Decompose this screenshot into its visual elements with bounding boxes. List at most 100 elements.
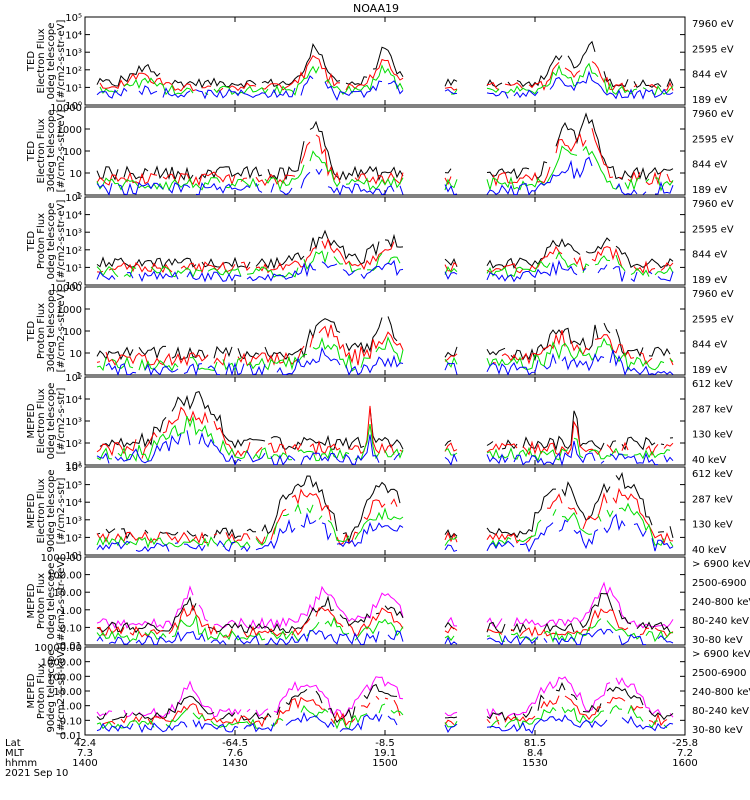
legend-entry: 7960 eV (692, 19, 734, 30)
y-tick-label: 100.00 (47, 672, 82, 683)
series-trace (96, 128, 674, 187)
y-tick-label: 1000.00 (41, 553, 82, 564)
y-tick-label: 0.01 (60, 641, 82, 652)
y-axis-label: TED (26, 51, 37, 72)
footer-mlt: 19.1 (374, 748, 396, 759)
series-trace (96, 237, 674, 275)
y-axis-label: [#/cm2-s-str-eV] (56, 110, 67, 193)
legend-entry: 40 keV (692, 545, 726, 556)
panel-frame (84, 466, 686, 556)
y-axis-label: MEPED (26, 583, 37, 618)
series-trace (96, 614, 674, 643)
y-axis-label: MEPED (26, 403, 37, 438)
y-axis-label: TED (26, 321, 37, 342)
y-tick-label: 1 (76, 191, 82, 202)
y-tick-label: 0.10 (60, 716, 82, 727)
series-trace (96, 145, 674, 192)
footer-mlt: 7.2 (677, 748, 693, 759)
y-axis-label: Proton Flux (36, 213, 47, 269)
y-tick-label: 10³ (65, 516, 82, 527)
y-axis-label: 30deg telescope (46, 289, 57, 372)
legend-entry: 189 eV (692, 95, 727, 106)
series-trace (96, 316, 671, 362)
panel-frame (84, 106, 686, 196)
legend-entry: 2500-6900 (692, 578, 747, 589)
series-trace (96, 502, 674, 549)
y-tick-label: 10 (69, 169, 82, 180)
y-axis-label: Electron Flux (36, 118, 47, 183)
y-axis-label: 0deg telescope (46, 203, 57, 280)
series-trace (96, 415, 671, 463)
y-axis-label: Electron Flux (36, 478, 47, 543)
y-axis-label: [#/cm2-s-str-eV] (56, 290, 67, 373)
legend-entry: 2500-6900 (692, 668, 747, 679)
legend-entry: 189 eV (692, 275, 727, 286)
series-trace (96, 336, 674, 372)
y-tick-label: 100.00 (47, 571, 82, 582)
panel-1: 10⁰ 10¹ 10² 10³ 10⁴ 10⁵ TED Electron Flux 0deg t… (26, 13, 734, 112)
y-axis-label: [#/cm2-s-str-eV] (56, 200, 67, 283)
y-tick-label: 10⁰ (65, 101, 82, 112)
footer-mlt: 8.4 (527, 748, 543, 759)
panel-4: 1 10 100 1000 10000 TED Proton Flux 30deg teles… (26, 283, 734, 382)
series-trace (96, 512, 674, 553)
y-tick-label: 10⁵ (65, 481, 82, 492)
y-tick-label: 10⁵ (65, 13, 82, 24)
panel-3: 10⁰ 10¹ 10² 10³ 10⁴ 10⁵ TED Proton Flux 0deg tel… (26, 193, 734, 292)
y-tick-label: 10² (65, 246, 82, 257)
legend-entry: 30-80 keV (692, 635, 743, 646)
y-tick-label: 10.00 (53, 588, 82, 599)
y-tick-label: 1 (76, 371, 82, 382)
legend-entry: 240-800 keV (692, 687, 750, 698)
panel-frame (84, 286, 686, 376)
y-tick-label: 1.00 (60, 702, 82, 713)
y-axis-label: 90deg telescope (46, 649, 57, 732)
y-tick-label: 0.01 (60, 731, 82, 742)
legend-entry: 80-240 keV (692, 616, 749, 627)
y-tick-label: 10¹ (65, 83, 82, 94)
y-axis-label: TED (26, 231, 37, 252)
legend-entry: 287 keV (692, 494, 733, 505)
y-tick-label: 1000 (57, 305, 82, 316)
series-trace (96, 682, 674, 724)
legend-entry: 7960 eV (692, 199, 734, 210)
legend-entry: 189 eV (692, 185, 727, 196)
y-axis-label: 90deg telescope (46, 469, 57, 552)
panels-group: 10⁰ 10¹ 10² 10³ 10⁴ 10⁵ TED Electron Flux 0deg t… (26, 13, 750, 742)
series-trace (99, 390, 674, 451)
y-tick-label: 10.00 (53, 687, 82, 698)
legend-entry: 130 keV (692, 520, 733, 531)
y-tick-label: 10² (65, 439, 82, 450)
series-trace (96, 250, 674, 279)
footer-hhmm: 1530 (522, 758, 547, 769)
legend-entry: 844 eV (692, 340, 727, 351)
y-tick-label: 100 (63, 147, 82, 158)
footer-label: 2021 Sep 10 (5, 768, 68, 779)
y-axis-label: MEPED (26, 673, 37, 708)
footer-lat: -64.5 (222, 738, 248, 749)
legend-entry: 2595 eV (692, 44, 734, 55)
series-trace (96, 324, 674, 367)
y-tick-label: 10³ (65, 48, 82, 59)
series-trace (96, 711, 674, 735)
y-tick-label: 10² (65, 66, 82, 77)
y-axis-label: Electron Flux (36, 388, 47, 453)
y-axis-label: 0deg telescope (46, 563, 57, 640)
y-tick-label: 1000.00 (41, 658, 82, 669)
legend-entry: 30-80 keV (692, 725, 743, 736)
y-axis-label: Proton Flux (36, 303, 47, 359)
series-trace (96, 676, 674, 719)
y-axis-label: Proton Flux (36, 663, 47, 719)
y-tick-label: 10⁴ (65, 395, 82, 406)
series-trace (96, 471, 674, 543)
panel-5: 10¹ 10² 10³ 10⁴ 10⁵ MEPED Electron Flux 0deg te… (26, 373, 733, 472)
series-trace (96, 628, 674, 646)
legend-entry: 2595 eV (692, 134, 734, 145)
y-axis-label: 30deg telescope (46, 109, 57, 192)
y-axis-label: Proton Flux (36, 573, 47, 629)
legend-entry: > 6900 keV (692, 559, 750, 570)
y-tick-label: 10⁰ (65, 281, 82, 292)
y-tick-label: 100 (63, 327, 82, 338)
